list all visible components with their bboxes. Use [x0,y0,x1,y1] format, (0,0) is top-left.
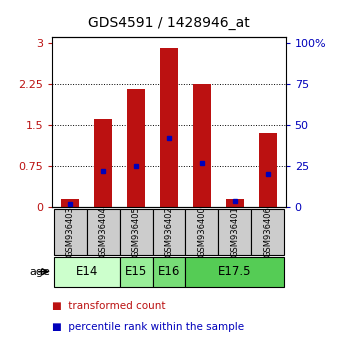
Text: GSM936402: GSM936402 [165,206,173,257]
Bar [152,209,186,255]
Bar [259,133,276,207]
Text: E17.5: E17.5 [218,265,251,278]
Text: GSM936406: GSM936406 [263,206,272,257]
Text: GSM936400: GSM936400 [197,206,206,257]
Text: E15: E15 [125,265,147,278]
Bar [120,257,152,287]
Bar [152,257,186,287]
Bar [160,48,178,207]
Bar [120,209,152,255]
Text: age: age [30,267,51,277]
Bar [193,84,211,207]
Bar [226,199,244,207]
Bar [54,209,87,255]
Bar [127,89,145,207]
Bar [251,209,284,255]
Bar [218,209,251,255]
Text: GDS4591 / 1428946_at: GDS4591 / 1428946_at [88,16,250,30]
Text: GSM936401: GSM936401 [230,206,239,257]
Text: GSM936404: GSM936404 [99,206,108,257]
Bar [62,199,79,207]
Text: GSM936403: GSM936403 [66,206,75,257]
Text: E16: E16 [158,265,180,278]
Bar [87,209,120,255]
Bar [186,209,218,255]
Bar [186,257,284,287]
Text: ■  transformed count: ■ transformed count [52,301,166,311]
Bar [54,257,120,287]
Text: GSM936405: GSM936405 [132,206,141,257]
Bar [94,119,112,207]
Text: E14: E14 [76,265,98,278]
Text: ■  percentile rank within the sample: ■ percentile rank within the sample [52,322,244,332]
